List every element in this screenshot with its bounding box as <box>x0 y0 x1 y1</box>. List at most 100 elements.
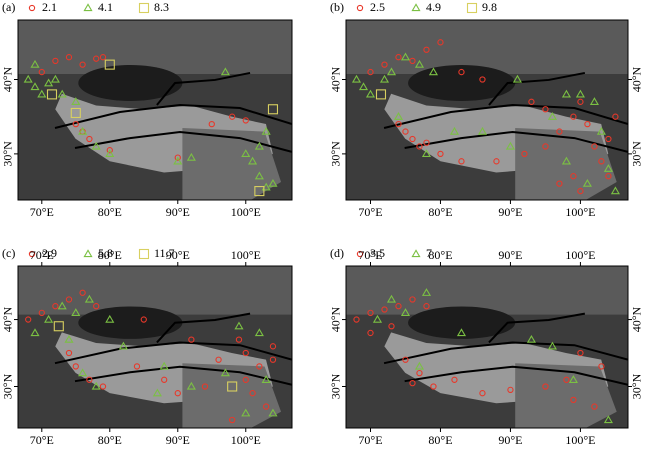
event-marker <box>372 314 383 323</box>
event-marker <box>542 383 549 390</box>
event-marker <box>25 316 32 323</box>
event-marker <box>79 61 86 68</box>
event-marker <box>395 120 402 128</box>
event-marker <box>589 97 599 105</box>
event-marker <box>220 368 230 377</box>
lat-tick-label: 40°N <box>329 66 343 92</box>
event-marker <box>65 349 73 357</box>
event-marker <box>395 54 402 61</box>
event-marker <box>44 314 54 323</box>
event-marker <box>423 303 430 310</box>
event-marker <box>421 288 432 296</box>
event-marker <box>220 67 230 76</box>
event-marker <box>507 386 514 393</box>
event-marker <box>386 294 397 303</box>
event-marker <box>477 126 488 135</box>
event-marker <box>542 106 549 113</box>
event-marker <box>561 156 571 165</box>
event-marker <box>241 149 251 158</box>
event-marker <box>38 309 45 317</box>
event-marker <box>400 308 411 317</box>
event-marker <box>568 375 578 383</box>
event-marker <box>86 376 93 383</box>
event-marker <box>234 321 244 330</box>
event-marker <box>104 59 115 70</box>
event-marker <box>493 158 500 165</box>
event-marker <box>421 149 432 158</box>
lat-tick-label: 30°N <box>630 141 644 167</box>
legend-text: 8.3 <box>154 0 169 14</box>
event-marker <box>91 381 101 390</box>
event-marker <box>268 408 278 417</box>
panel: (c) 2.9 5.8 11.7 70°E 70°E 80°E 80°E 90°E 90°E 100… <box>1 246 293 447</box>
event-marker <box>106 147 113 154</box>
event-marker <box>78 126 88 135</box>
event-marker <box>78 368 88 377</box>
event-marker <box>215 356 222 363</box>
event-marker <box>65 54 73 61</box>
event-marker <box>409 135 416 143</box>
event-marker <box>23 74 33 83</box>
map-frame <box>345 265 629 429</box>
lat-tick-label: 30°N <box>329 373 343 399</box>
event-marker <box>591 403 598 410</box>
event-marker <box>52 57 59 65</box>
event-marker <box>229 113 236 120</box>
event-marker <box>53 321 64 332</box>
event-marker <box>367 68 374 76</box>
event-marker <box>235 336 243 343</box>
lon-tick-label: 70°E <box>30 248 54 262</box>
event-marker <box>261 126 271 135</box>
event-marker <box>456 328 467 337</box>
event-marker <box>381 61 388 68</box>
map-frame <box>345 19 629 201</box>
event-marker <box>386 67 397 76</box>
event-marker <box>416 369 423 377</box>
lon-tick-label: 90°E <box>498 433 522 447</box>
panel-label: (d) <box>330 246 344 260</box>
event-marker <box>46 89 58 100</box>
event-marker <box>161 376 168 383</box>
event-marker <box>201 383 209 390</box>
event-marker <box>547 111 557 120</box>
event-marker <box>416 143 423 150</box>
event-marker <box>159 361 169 370</box>
lon-tick-label: 70°E <box>358 248 382 262</box>
map-background <box>346 266 628 428</box>
event-marker <box>437 39 444 46</box>
event-marker <box>577 187 584 195</box>
lon-tick-label: 80°E <box>98 248 122 262</box>
event-marker <box>612 113 619 120</box>
points <box>23 54 279 197</box>
event-marker <box>563 376 570 383</box>
event-marker <box>229 416 236 424</box>
map-background <box>346 20 628 200</box>
map-background <box>18 266 292 428</box>
event-marker <box>186 152 196 161</box>
event-marker <box>458 158 465 165</box>
event-marker <box>254 328 264 337</box>
event-marker <box>71 308 81 317</box>
lon-tick-label: 80°E <box>428 433 452 447</box>
event-marker <box>365 89 376 98</box>
points <box>351 39 620 195</box>
event-marker <box>367 329 374 337</box>
lon-tick-label: 100°E <box>231 248 261 262</box>
event-marker <box>395 303 402 310</box>
panel-label: (c) <box>2 246 15 260</box>
event-marker <box>186 381 196 390</box>
event-marker <box>241 408 251 417</box>
event-marker <box>358 82 369 91</box>
event-marker <box>547 341 557 350</box>
panel-label: (a) <box>2 0 15 14</box>
event-marker <box>242 117 249 124</box>
event-marker <box>582 178 592 187</box>
legend-text: 9.8 <box>482 0 497 14</box>
event-marker <box>72 363 79 370</box>
event-marker <box>57 89 67 98</box>
legend-symbol <box>466 2 478 14</box>
event-marker <box>603 415 613 424</box>
lon-tick-label: 70°E <box>30 205 54 219</box>
event-marker <box>512 74 522 83</box>
event-marker <box>118 341 128 350</box>
